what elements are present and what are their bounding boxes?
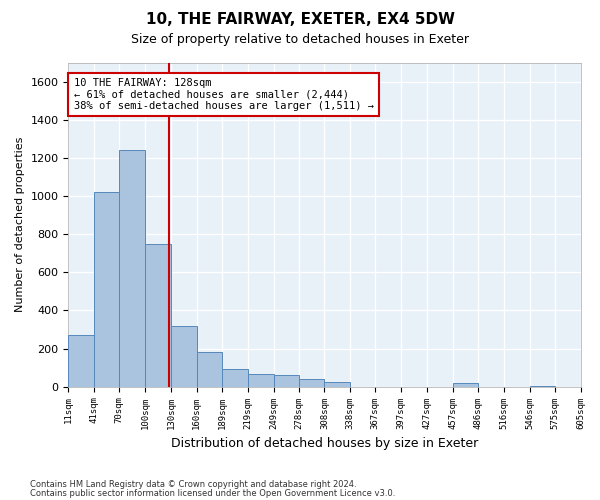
Bar [171,326,197,386]
Bar [453,383,478,386]
Bar [119,150,145,386]
Bar [325,382,350,386]
Bar [197,352,222,386]
Y-axis label: Number of detached properties: Number of detached properties [15,137,25,312]
Bar [299,379,325,386]
Bar [68,335,94,386]
Bar [222,368,248,386]
Bar [94,192,119,386]
Bar [274,376,299,386]
Bar [248,374,274,386]
X-axis label: Distribution of detached houses by size in Exeter: Distribution of detached houses by size … [171,437,478,450]
Text: Contains public sector information licensed under the Open Government Licence v3: Contains public sector information licen… [30,490,395,498]
Text: Size of property relative to detached houses in Exeter: Size of property relative to detached ho… [131,32,469,46]
Bar [145,244,171,386]
Text: Contains HM Land Registry data © Crown copyright and database right 2024.: Contains HM Land Registry data © Crown c… [30,480,356,489]
Text: 10 THE FAIRWAY: 128sqm
← 61% of detached houses are smaller (2,444)
38% of semi-: 10 THE FAIRWAY: 128sqm ← 61% of detached… [74,78,374,111]
Text: 10, THE FAIRWAY, EXETER, EX4 5DW: 10, THE FAIRWAY, EXETER, EX4 5DW [146,12,455,28]
